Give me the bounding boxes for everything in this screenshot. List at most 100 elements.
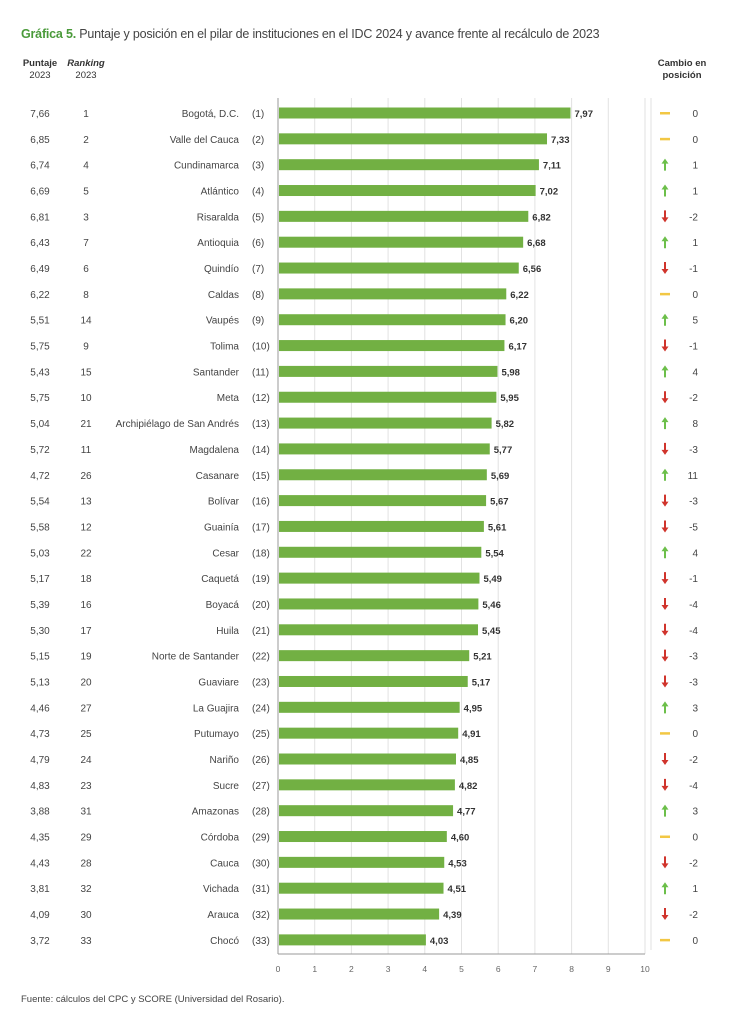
puntaje-2023: 5,39 (30, 600, 50, 611)
position-change: -1 (689, 574, 698, 585)
position-change: -1 (689, 264, 698, 275)
arrow-down-icon (661, 908, 669, 921)
bar-value-label: 4,77 (457, 807, 476, 818)
bar-value-label: 5,98 (501, 367, 520, 378)
puntaje-2023: 6,81 (30, 212, 50, 223)
ranking-2023: 7 (83, 238, 89, 249)
bar-value-label: 4,60 (451, 833, 470, 844)
bar-value-label: 5,17 (472, 677, 491, 688)
puntaje-2023: 4,09 (30, 910, 50, 921)
arrow-up-icon (661, 313, 669, 326)
rank-2024: (30) (252, 858, 270, 869)
puntaje-2023: 6,74 (30, 161, 50, 172)
arrow-up-icon (661, 184, 669, 197)
arrow-up-icon (661, 158, 669, 171)
bar (279, 391, 497, 403)
puntaje-2023: 6,69 (30, 187, 50, 198)
rank-2024: (23) (252, 677, 270, 688)
arrow-down-icon (661, 494, 669, 507)
position-change: -1 (689, 342, 698, 353)
arrow-up-icon (661, 236, 669, 249)
ranking-2023: 30 (80, 910, 92, 921)
ranking-2023: 18 (80, 574, 92, 585)
position-change: -3 (689, 445, 698, 456)
position-change: 3 (692, 807, 698, 818)
bar (279, 340, 505, 352)
bar-value-label: 4,95 (464, 703, 483, 714)
x-tick-label: 3 (386, 964, 391, 974)
title-prefix: Gráfica 5. (21, 27, 76, 41)
position-change: -2 (689, 212, 698, 223)
arrow-down-icon (661, 572, 669, 585)
puntaje-2023: 5,75 (30, 393, 50, 404)
bar-value-label: 5,69 (491, 471, 510, 482)
x-tick-label: 6 (496, 964, 501, 974)
rank-2024: (15) (252, 471, 270, 482)
ranking-2023: 2 (83, 135, 89, 146)
position-change: -4 (689, 626, 698, 637)
bar (279, 727, 459, 739)
department-name: Nariño (210, 755, 240, 766)
department-name: Meta (217, 393, 240, 404)
department-name: La Guajira (193, 703, 240, 714)
puntaje-2023: 5,13 (30, 677, 50, 688)
position-change: 0 (692, 135, 698, 146)
x-tick-label: 5 (459, 964, 464, 974)
bar-value-label: 5,61 (488, 522, 507, 533)
bar (279, 495, 487, 507)
puntaje-2023: 6,49 (30, 264, 50, 275)
ranking-2023: 19 (80, 652, 92, 663)
bar-value-label: 6,68 (527, 238, 546, 249)
position-change: -3 (689, 497, 698, 508)
bar (279, 314, 506, 326)
position-change: 4 (692, 548, 698, 559)
rank-2024: (24) (252, 703, 270, 714)
position-change: 5 (692, 316, 698, 327)
ranking-2023: 12 (80, 522, 92, 533)
bar-value-label: 5,21 (473, 652, 492, 663)
bar (279, 675, 468, 687)
bar-value-label: 4,39 (443, 910, 462, 921)
position-change: -2 (689, 910, 698, 921)
department-name: Sucre (213, 781, 240, 792)
bar-value-label: 6,20 (510, 316, 529, 327)
bar (279, 934, 426, 946)
no-change-icon (660, 137, 670, 141)
department-name: Quindío (204, 264, 239, 275)
department-name: Amazonas (192, 807, 239, 818)
rank-2024: (2) (252, 135, 264, 146)
bar-value-label: 4,82 (459, 781, 478, 792)
ranking-2023: 11 (81, 445, 92, 456)
bar (279, 469, 487, 481)
rank-2024: (14) (252, 445, 270, 456)
arrow-up-icon (661, 365, 669, 378)
bar-value-label: 5,77 (494, 445, 513, 456)
bar (279, 779, 455, 791)
department-name: Antioquia (197, 238, 239, 249)
ranking-2023: 1 (83, 109, 89, 120)
ranking-2023: 33 (80, 936, 92, 947)
department-name: Atlántico (201, 187, 240, 198)
bar (279, 856, 445, 868)
rank-2024: (27) (252, 781, 270, 792)
no-change-icon (660, 835, 670, 839)
title-text: Puntaje y posición en el pilar de instit… (79, 27, 600, 41)
ranking-2023: 4 (83, 161, 89, 172)
department-name: Putumayo (194, 729, 239, 740)
header-puntaje: Puntaje 2023 (22, 58, 58, 81)
department-name: Córdoba (201, 833, 240, 844)
department-name: Boyacá (206, 600, 240, 611)
puntaje-2023: 4,73 (30, 729, 50, 740)
bar (279, 185, 536, 197)
rank-2024: (16) (252, 497, 270, 508)
position-change: 1 (692, 187, 698, 198)
ranking-2023: 24 (80, 755, 92, 766)
bar-value-label: 5,46 (482, 600, 501, 611)
bar-value-label: 6,82 (532, 212, 551, 223)
x-tick-label: 2 (349, 964, 354, 974)
department-name: Archipiélago de San Andrés (116, 419, 239, 430)
bar (279, 288, 507, 300)
department-name: Tolima (210, 342, 239, 353)
department-name: Guainía (204, 522, 239, 533)
no-change-icon (660, 938, 670, 942)
